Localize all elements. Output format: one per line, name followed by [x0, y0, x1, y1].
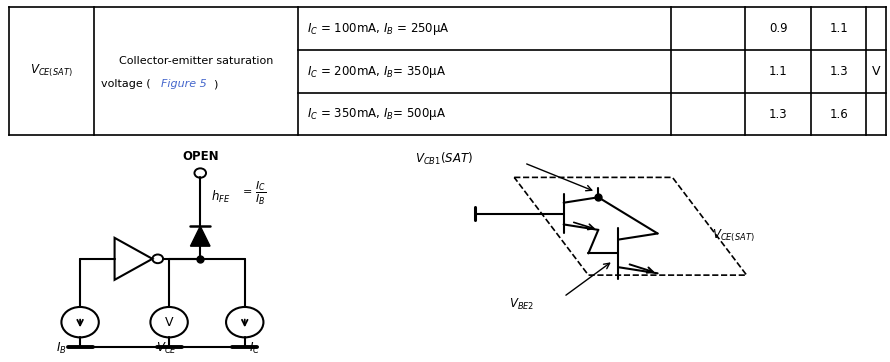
- Text: $V_{CB1}(SAT)$: $V_{CB1}(SAT)$: [416, 151, 473, 167]
- Text: 1.3: 1.3: [829, 65, 848, 78]
- Text: V: V: [871, 65, 880, 78]
- Text: V: V: [165, 316, 174, 329]
- Text: OPEN: OPEN: [182, 150, 219, 163]
- Text: $=\,\dfrac{I_C}{I_B}$: $=\,\dfrac{I_C}{I_B}$: [240, 180, 267, 207]
- Text: $I_C$ = 200mA, $I_B$= 350μA: $I_C$ = 200mA, $I_B$= 350μA: [307, 64, 446, 80]
- Text: $I_C$ = 100mA, $I_B$ = 250μA: $I_C$ = 100mA, $I_B$ = 250μA: [307, 21, 449, 37]
- Text: $V_{BE2}$: $V_{BE2}$: [509, 296, 535, 312]
- Text: $I_C$ = 350mA, $I_B$= 500μA: $I_C$ = 350mA, $I_B$= 500μA: [307, 106, 446, 122]
- Text: Figure 5: Figure 5: [160, 79, 206, 89]
- Text: voltage (: voltage (: [101, 79, 150, 89]
- Text: $I_C$: $I_C$: [249, 341, 261, 356]
- Text: 1.1: 1.1: [829, 22, 848, 35]
- Text: $V_{CE(SAT)}$: $V_{CE(SAT)}$: [712, 227, 755, 244]
- Text: Collector-emitter saturation: Collector-emitter saturation: [119, 56, 273, 66]
- Text: 1.6: 1.6: [829, 108, 848, 121]
- Polygon shape: [190, 226, 210, 246]
- Text: 0.9: 0.9: [769, 22, 788, 35]
- Text: $V_{CE}$: $V_{CE}$: [156, 341, 177, 356]
- Text: ): ): [214, 79, 217, 89]
- Text: 1.1: 1.1: [769, 65, 788, 78]
- Text: $I_B$: $I_B$: [55, 341, 66, 356]
- Text: $h_{FE}$: $h_{FE}$: [212, 189, 231, 205]
- Text: 1.3: 1.3: [769, 108, 788, 121]
- Text: $V_{CE(SAT)}$: $V_{CE(SAT)}$: [30, 63, 73, 79]
